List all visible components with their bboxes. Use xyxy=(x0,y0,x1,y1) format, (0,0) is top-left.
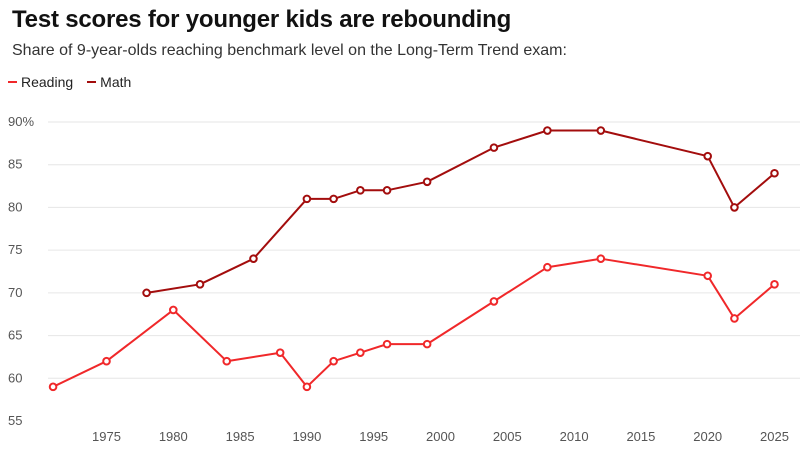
point-math-1999 xyxy=(422,177,432,187)
point-reading-1971 xyxy=(48,382,58,392)
y-tick-label-70: 70 xyxy=(8,285,22,300)
point-math-2025 xyxy=(770,168,779,178)
point-math-2012 xyxy=(596,126,606,135)
y-tick-label-75: 75 xyxy=(8,242,22,257)
y-tick-label-90: 90% xyxy=(8,114,34,129)
point-reading-1996 xyxy=(382,339,392,349)
point-reading-2004 xyxy=(489,297,499,306)
point-math-2022 xyxy=(730,203,739,212)
point-math-1992 xyxy=(329,194,338,204)
x-tick-label-2010: 2010 xyxy=(560,429,589,444)
y-tick-label-85: 85 xyxy=(8,157,22,172)
legend-label-reading: Reading xyxy=(21,74,74,90)
x-tick-label-2005: 2005 xyxy=(493,429,522,444)
point-reading-1988 xyxy=(275,348,285,357)
x-tick-label-2025: 2025 xyxy=(760,429,789,444)
legend-label-math: Math xyxy=(100,74,132,90)
point-reading-2012 xyxy=(596,254,606,263)
legend-item-math: Math xyxy=(87,74,131,90)
point-reading-2022 xyxy=(730,314,739,323)
point-reading-2008 xyxy=(543,262,552,272)
series-line-math xyxy=(146,129,776,294)
point-math-1994 xyxy=(356,186,365,195)
x-tick-label-1985: 1985 xyxy=(226,429,255,444)
y-tick-label-80: 80 xyxy=(8,199,22,214)
legend-item-reading: Reading xyxy=(8,74,73,90)
y-tick-label-65: 65 xyxy=(8,328,22,343)
series-line-reading xyxy=(52,257,776,388)
chart-title: Test scores for younger kids are rebound… xyxy=(12,6,512,33)
point-math-2020 xyxy=(703,151,713,161)
chart-subtitle: Share of 9-year-olds reaching benchmark … xyxy=(12,42,567,59)
y-tick-label-60: 60 xyxy=(8,370,22,385)
x-tick-label-2000: 2000 xyxy=(426,429,455,444)
chart-legend: Reading Math xyxy=(8,74,131,90)
x-axis-ticks: 1975 1980 1985 1990 1995 2000 2005 2010 2015 2020… xyxy=(92,429,789,444)
point-reading-1980 xyxy=(169,305,178,315)
series-lines xyxy=(52,129,776,388)
gridlines xyxy=(48,121,800,379)
point-math-2004 xyxy=(489,143,499,152)
point-reading-1975 xyxy=(102,356,111,366)
point-reading-1984 xyxy=(222,356,232,366)
x-tick-label-1990: 1990 xyxy=(292,429,321,444)
point-math-2008 xyxy=(543,126,552,135)
x-tick-label-2020: 2020 xyxy=(693,429,722,444)
x-tick-label-1995: 1995 xyxy=(359,429,388,444)
point-math-1996 xyxy=(382,186,392,195)
point-math-1978 xyxy=(142,288,151,298)
point-reading-1994 xyxy=(356,348,365,357)
series-markers xyxy=(48,126,779,392)
point-reading-2020 xyxy=(703,271,713,281)
point-reading-1999 xyxy=(422,339,432,349)
x-tick-label-2015: 2015 xyxy=(626,429,655,444)
point-math-1990 xyxy=(302,194,312,204)
point-math-1982 xyxy=(195,280,205,289)
y-tick-label-55: 55 xyxy=(8,413,22,428)
x-tick-label-1975: 1975 xyxy=(92,429,121,444)
point-reading-1990 xyxy=(302,382,312,392)
point-reading-2025 xyxy=(770,280,779,289)
point-math-1986 xyxy=(249,254,258,263)
legend-swatch-math xyxy=(87,81,97,83)
y-axis-ticks: 55 60 65 70 75 80 85 90% xyxy=(8,114,34,428)
point-reading-1992 xyxy=(329,356,338,366)
legend-swatch-reading xyxy=(8,81,17,83)
x-tick-label-1980: 1980 xyxy=(159,429,188,444)
